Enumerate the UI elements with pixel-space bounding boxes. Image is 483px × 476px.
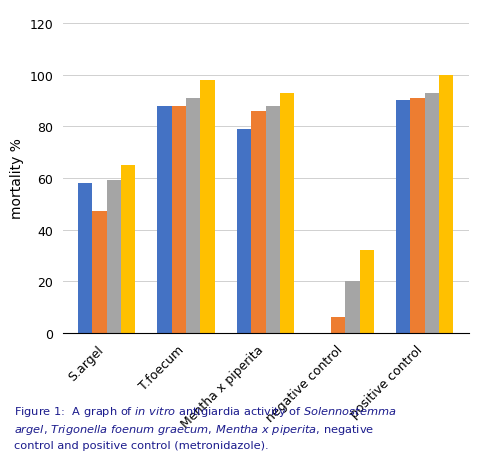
Y-axis label: mortality %: mortality % bbox=[10, 138, 24, 219]
Bar bbox=[200, 80, 215, 333]
Bar bbox=[331, 318, 345, 333]
Bar bbox=[266, 106, 280, 333]
Bar bbox=[107, 181, 121, 333]
Bar bbox=[78, 184, 92, 333]
Bar bbox=[280, 93, 294, 333]
Bar bbox=[251, 111, 266, 333]
Bar bbox=[425, 93, 439, 333]
Bar bbox=[121, 166, 135, 333]
Bar bbox=[411, 99, 425, 333]
Bar bbox=[172, 106, 186, 333]
Bar bbox=[396, 101, 411, 333]
Bar bbox=[359, 251, 374, 333]
Bar bbox=[237, 129, 251, 333]
Bar bbox=[92, 212, 107, 333]
Bar bbox=[157, 106, 172, 333]
Text: Figure 1:  A graph of $\it{in\ vitro}$ antigiardia activity of $\it{Solennostemm: Figure 1: A graph of $\it{in\ vitro}$ an… bbox=[14, 405, 397, 450]
Bar bbox=[345, 282, 359, 333]
Bar bbox=[186, 99, 200, 333]
Bar bbox=[439, 75, 454, 333]
